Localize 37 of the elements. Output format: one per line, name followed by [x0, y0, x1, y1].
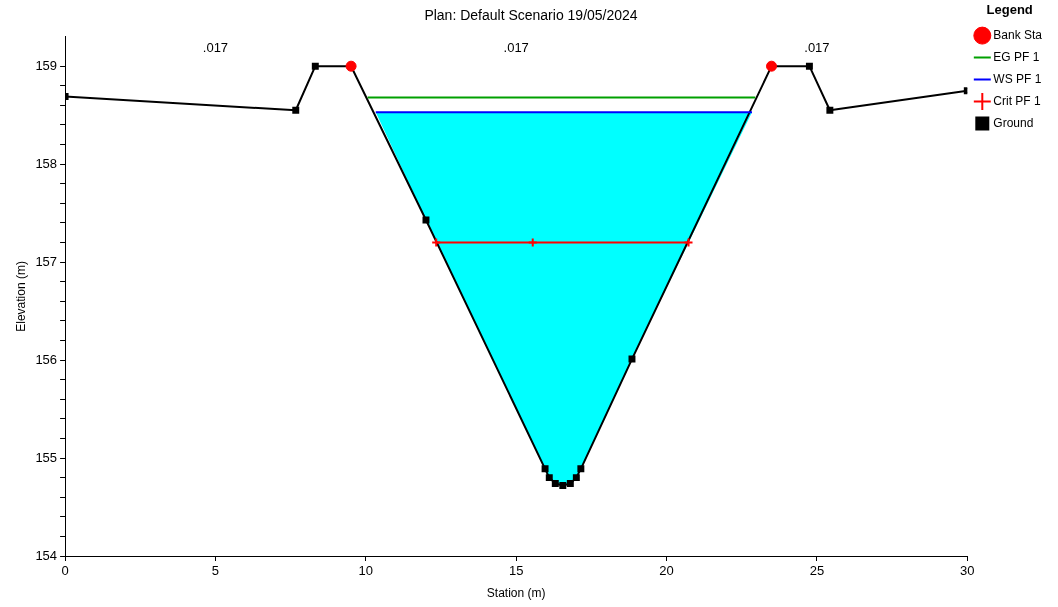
legend-label: Ground: [993, 115, 1034, 130]
x-tick-label: 0: [61, 563, 69, 579]
y-tick-label: 157: [35, 253, 58, 269]
x-tick-label: 15: [508, 563, 524, 579]
y-tick-label: 159: [35, 57, 58, 73]
point: [541, 465, 549, 473]
point: [628, 355, 636, 363]
legend-label: Crit PF 1: [993, 93, 1041, 108]
point: [566, 480, 574, 487]
annotation: .017: [202, 40, 229, 56]
legend-label: WS PF 1: [993, 71, 1042, 86]
point: [577, 465, 585, 473]
y-tick-label: 155: [35, 449, 58, 465]
point: [551, 480, 559, 487]
x-axis-title: Station (m): [486, 586, 546, 601]
y-axis-title: Elevation (m): [13, 261, 28, 332]
x-tick-label: 30: [960, 563, 975, 579]
point: [292, 106, 300, 114]
y-tick-label: 158: [35, 155, 58, 171]
point: [572, 474, 580, 482]
legend-label: EG PF 1: [993, 49, 1040, 64]
annotation: .017: [503, 40, 529, 56]
chart-title: Plan: Default Scenario 19/05/2024: [424, 7, 638, 24]
x-tick-label: 20: [659, 563, 674, 579]
point: [311, 62, 319, 70]
point: [559, 481, 567, 489]
legend-label: Bank Sta: [993, 27, 1043, 42]
y-tick-label: 156: [35, 351, 58, 367]
annotation: .017: [804, 40, 830, 56]
x-tick-label: 10: [358, 563, 374, 579]
point: [805, 62, 813, 70]
x-tick-label: 5: [211, 563, 220, 579]
x-tick-label: 25: [809, 563, 825, 579]
legend-title: Legend: [986, 2, 1033, 18]
y-tick-label: 154: [35, 547, 58, 563]
point: [826, 106, 834, 114]
point: [545, 474, 553, 482]
